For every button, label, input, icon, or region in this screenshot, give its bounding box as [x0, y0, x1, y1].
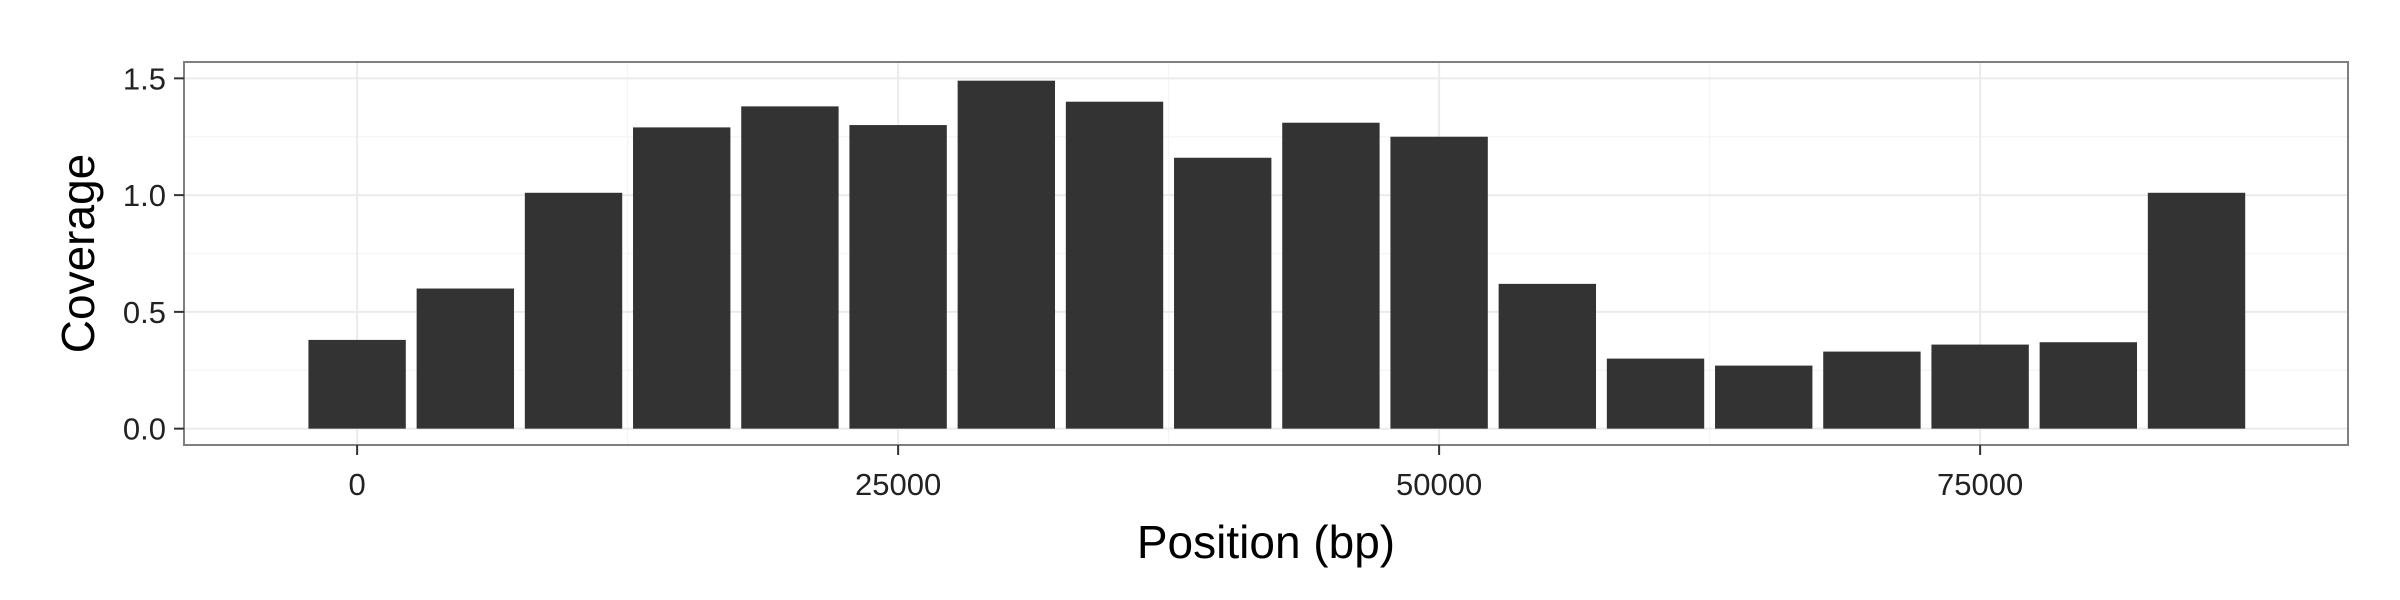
bar: [633, 127, 731, 429]
bar: [1715, 365, 1813, 429]
bar: [957, 80, 1056, 429]
x-tick-label: 50000: [1396, 467, 1482, 502]
x-tick-label: 0: [348, 467, 365, 502]
bar: [1174, 157, 1272, 429]
bar: [1390, 136, 1488, 429]
bar: [741, 106, 839, 429]
bar: [1498, 283, 1597, 429]
bar: [416, 288, 515, 429]
y-tick-label: 0.5: [123, 295, 166, 330]
x-tick-label: 75000: [1937, 467, 2023, 502]
axis-ticks: 0 25000 50000 75000 0.0 0.5 1.0 1.5: [123, 61, 2023, 502]
bar: [2147, 192, 2246, 429]
bar: [524, 192, 623, 429]
bar: [1931, 344, 2029, 429]
y-tick-label: 1.5: [123, 61, 166, 96]
bar: [2039, 342, 2138, 429]
x-tick-label: 25000: [855, 467, 941, 502]
bar: [308, 339, 406, 429]
bar: [1282, 122, 1380, 429]
bar: [849, 125, 947, 429]
bars: [308, 80, 2246, 429]
y-tick-label: 0.0: [123, 412, 166, 447]
bar: [1823, 351, 1921, 429]
x-axis-title: Position (bp): [1137, 516, 1395, 568]
bar: [1065, 101, 1164, 429]
bar: [1606, 358, 1705, 429]
panel-border: [183, 61, 2349, 446]
y-tick-label: 1.0: [123, 178, 166, 213]
y-axis-title: Coverage: [52, 154, 104, 353]
